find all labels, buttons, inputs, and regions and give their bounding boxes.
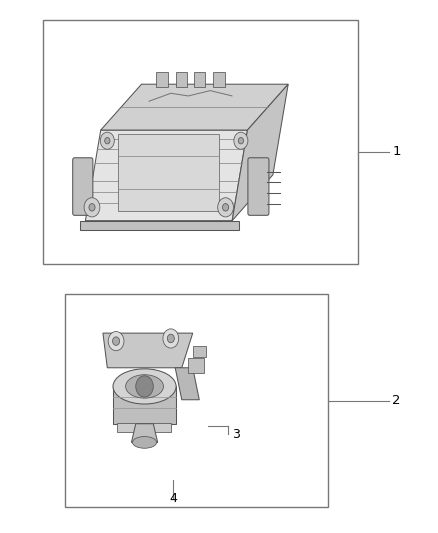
Circle shape [100, 132, 114, 149]
Bar [213, 72, 225, 87]
Circle shape [163, 329, 179, 348]
Ellipse shape [126, 375, 163, 398]
Bar [118, 134, 219, 211]
Ellipse shape [132, 437, 157, 448]
Circle shape [113, 337, 120, 345]
Circle shape [238, 138, 244, 144]
Bar [65, 294, 328, 507]
Text: 1: 1 [392, 146, 401, 158]
Text: 2: 2 [392, 394, 401, 407]
Bar [188, 358, 204, 373]
Polygon shape [85, 130, 247, 221]
Circle shape [234, 132, 248, 149]
Circle shape [167, 334, 174, 343]
Polygon shape [113, 386, 176, 424]
Bar [194, 72, 205, 87]
Polygon shape [131, 424, 158, 442]
Text: 3: 3 [232, 428, 240, 441]
FancyBboxPatch shape [73, 158, 93, 215]
Polygon shape [80, 221, 239, 230]
Circle shape [105, 138, 110, 144]
Polygon shape [175, 368, 199, 400]
Circle shape [89, 204, 95, 211]
Circle shape [223, 204, 229, 211]
Text: 4: 4 [169, 492, 177, 505]
Bar [176, 72, 187, 87]
Bar [193, 346, 206, 357]
Polygon shape [117, 423, 171, 432]
Circle shape [218, 198, 233, 217]
FancyBboxPatch shape [248, 158, 269, 215]
Circle shape [136, 376, 153, 397]
Polygon shape [232, 84, 288, 221]
Ellipse shape [113, 369, 176, 404]
Bar [156, 72, 168, 87]
Bar [43, 20, 358, 264]
Circle shape [108, 332, 124, 351]
Circle shape [84, 198, 100, 217]
Polygon shape [103, 333, 193, 368]
Polygon shape [101, 84, 288, 130]
